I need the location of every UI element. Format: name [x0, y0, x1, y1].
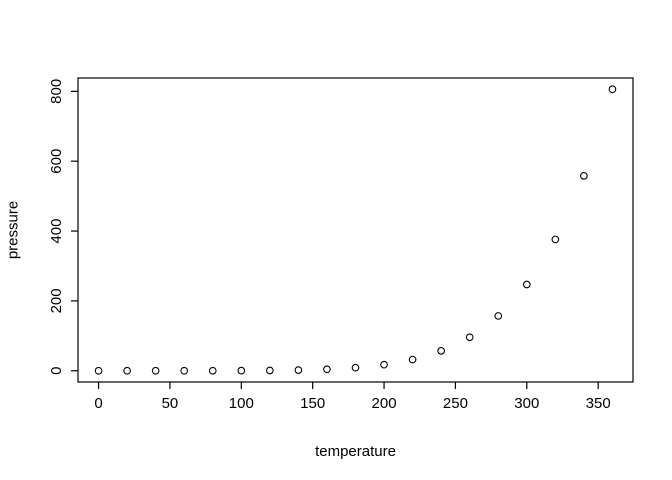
x-tick-label: 50 [162, 395, 179, 412]
x-tick-label: 200 [372, 395, 397, 412]
y-tick-label: 800 [48, 79, 65, 104]
plot-box [77, 77, 634, 383]
x-tick-label: 250 [443, 395, 468, 412]
data-point [437, 346, 445, 355]
y-tick-label: 200 [48, 288, 65, 313]
data-point [294, 366, 303, 374]
data-point [151, 366, 160, 375]
data-point [123, 366, 131, 375]
data-point [580, 172, 588, 180]
data-point [180, 366, 189, 375]
data-point [494, 312, 503, 320]
x-axis-label: temperature [315, 443, 396, 460]
data-point [94, 366, 103, 375]
data-point [465, 333, 474, 342]
data-point [323, 365, 331, 374]
data-point [408, 355, 417, 364]
y-tick-label: 600 [48, 149, 65, 174]
x-tick-label: 350 [586, 395, 611, 412]
x-tick-label: 100 [229, 395, 254, 412]
data-point [551, 235, 560, 244]
data-point [351, 363, 360, 372]
x-tick-label: 0 [94, 395, 102, 412]
data-point [237, 366, 246, 375]
x-tick-label: 150 [300, 395, 325, 412]
y-tick-label: 0 [48, 367, 65, 375]
data-point [208, 366, 217, 375]
x-tick-label: 300 [514, 395, 539, 412]
data-point [608, 85, 617, 94]
data-point [380, 360, 388, 369]
y-tick-label: 400 [48, 219, 65, 244]
data-point [266, 366, 274, 375]
data-point [522, 280, 531, 289]
y-axis-label: pressure [4, 200, 22, 260]
